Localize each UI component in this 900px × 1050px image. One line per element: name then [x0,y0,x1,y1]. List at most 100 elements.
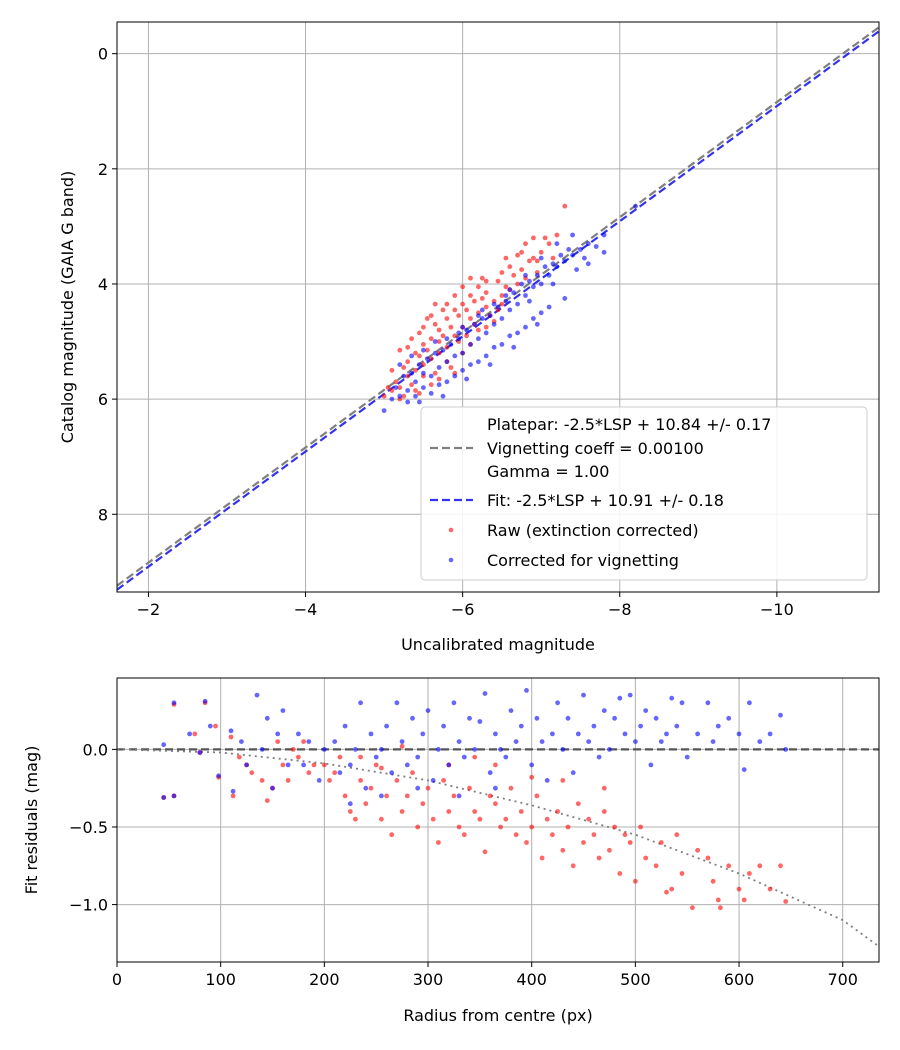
scatter-point [747,871,752,876]
scatter-point [321,762,327,768]
top-y-axis-label: Catalog magnitude (GAIA G band) [58,171,77,443]
scatter-point [534,272,540,278]
scatter-point [432,350,438,356]
scatter-point [513,832,519,838]
scatter-point [249,770,255,776]
legend: Platepar: -2.5*LSP + 10.84 +/- 0.17 Vign… [420,406,868,581]
scatter-point [511,344,517,350]
scatter-point [550,261,556,267]
scatter-point [757,739,763,744]
scatter-point [531,255,536,261]
scatter-point [570,232,575,238]
scatter-point [399,739,405,744]
bottom-x-axis-label: Radius from centre (px) [403,1006,592,1025]
scatter-point [544,778,550,783]
scatter-point [415,824,421,830]
scatter-point [363,785,369,791]
scatter-point [546,272,552,278]
scatter-point [562,296,568,301]
scatter-point [417,391,422,396]
scatter-point [432,339,438,344]
scatter-point [413,393,418,399]
scatter-point [452,353,458,359]
scatter-point [674,832,680,838]
scatter-point [432,370,438,376]
scatter-point [483,290,489,295]
scatter-point [519,249,524,255]
scatter-point [405,373,411,379]
scatter-point [679,871,685,876]
scatter-point [519,281,524,287]
scatter-point [491,301,497,307]
scatter-point [404,793,410,799]
scatter-point [397,347,403,353]
scatter-point [493,785,498,791]
scatter-point [417,399,422,405]
scatter-point [477,719,483,724]
y-tick-label: 0 [98,45,108,64]
x-tick-label: 400 [516,970,547,989]
scatter-point [230,793,236,799]
scatter-point [425,708,431,713]
scatter-point [715,897,721,903]
x-tick-label: 500 [620,970,651,989]
scatter-point [285,778,291,783]
scatter-point [415,754,421,760]
reference-line [117,748,879,948]
scatter-point [428,391,434,396]
scatter-point [658,739,664,744]
scatter-point [499,301,505,307]
scatter-point [778,712,783,718]
scatter-point [529,762,535,768]
scatter-point [358,754,363,760]
scatter-point [718,905,723,911]
scatter-point [358,700,363,706]
scatter-point [379,765,384,771]
scatter-point [444,379,450,385]
scatter-point [601,809,607,814]
scatter-point [428,382,434,388]
scatter-point [389,832,395,838]
x-tick-label: 700 [827,970,858,989]
scatter-point [596,855,602,861]
scatter-point [476,313,481,318]
scatter-point [555,809,560,814]
scatter-point [311,762,317,768]
top-x-axis-label: Uncalibrated magnitude [401,635,595,654]
scatter-point [710,878,716,884]
scatter-point [417,362,422,367]
scatter-point [472,298,477,304]
scatter-point [428,356,434,362]
scatter-point [444,316,450,321]
bottom-scatter-points [161,688,789,911]
scatter-point [783,899,789,904]
scatter-point [575,731,581,737]
scatter-point [483,324,489,330]
top-axes-frame [116,21,880,593]
scatter-point [171,700,177,706]
scatter-point [479,307,485,313]
scatter-point [493,731,498,737]
scatter-point [405,344,411,350]
scatter-point [464,327,469,333]
scatter-point [461,754,467,760]
scatter-point [518,809,524,814]
legend-corrected-marker [448,557,454,563]
scatter-point [531,235,536,241]
scatter-point [424,347,430,353]
scatter-point [633,203,638,209]
bottom-chart: 0 100 200 300 400 500 600 700 0.0 −0.5 −1.0 Radiu… [22,677,880,1025]
y-tick-label: 8 [98,505,108,524]
scatter-point [379,793,384,799]
scatter-point [270,785,275,791]
scatter-point [417,353,422,359]
x-tick-label: −4 [294,600,318,619]
scatter-point [519,267,524,272]
scatter-point [648,762,654,768]
scatter-point [544,816,550,822]
scatter-point [446,762,452,768]
scatter-point [467,785,472,791]
scatter-point [385,385,391,390]
scatter-point [483,304,489,310]
scatter-point [413,379,418,385]
